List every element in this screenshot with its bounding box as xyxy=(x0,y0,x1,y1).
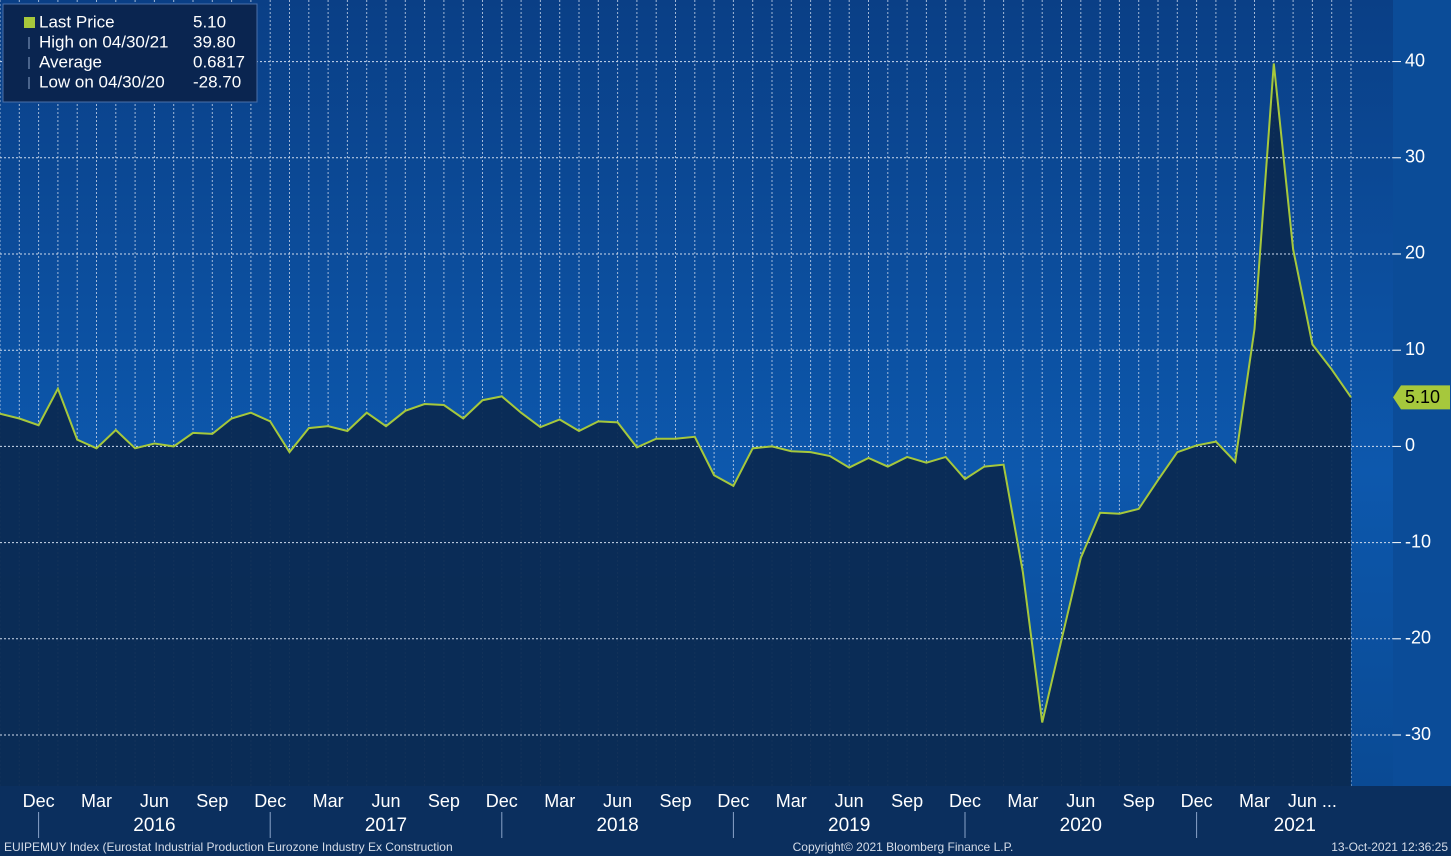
y-tick-label: 40 xyxy=(1405,50,1425,70)
x-tick-label: Sep xyxy=(196,791,228,811)
x-tick-label: Jun xyxy=(140,791,169,811)
x-tick-label: Jun xyxy=(1066,791,1095,811)
x-tick-label: Jun xyxy=(603,791,632,811)
y-tick-label: 10 xyxy=(1405,339,1425,359)
footer-left: EUIPEMUY Index (Eurostat Industrial Prod… xyxy=(4,840,453,854)
legend-name: Last Price xyxy=(39,12,115,31)
legend-name: High on 04/30/21 xyxy=(39,32,169,51)
x-tick-label: Dec xyxy=(23,791,55,811)
x-tick-label: Sep xyxy=(428,791,460,811)
legend-value: 39.80 xyxy=(193,32,236,51)
year-label: 2020 xyxy=(1060,815,1102,836)
x-tick-label: Mar xyxy=(1007,791,1038,811)
x-tick-label: Mar xyxy=(1239,791,1270,811)
y-tick-label: 20 xyxy=(1405,243,1425,263)
last-value-label: 5.10 xyxy=(1405,387,1440,407)
x-tick-label: Mar xyxy=(544,791,575,811)
x-tick-label: Jun ... xyxy=(1288,791,1337,811)
x-tick-label: Jun xyxy=(371,791,400,811)
x-tick-label: Dec xyxy=(717,791,749,811)
x-tick-label: Sep xyxy=(891,791,923,811)
footer-right: 13-Oct-2021 12:36:25 xyxy=(1331,840,1448,854)
x-tick-label: Dec xyxy=(1181,791,1213,811)
y-tick-label: 30 xyxy=(1405,147,1425,167)
year-label: 2017 xyxy=(365,815,407,836)
year-label: 2016 xyxy=(133,815,175,836)
legend-swatch xyxy=(24,17,35,28)
x-tick-label: Mar xyxy=(313,791,344,811)
x-tick-label: Dec xyxy=(486,791,518,811)
line xyxy=(0,63,1352,723)
year-label: 2019 xyxy=(828,815,870,836)
legend-value: 5.10 xyxy=(193,12,226,31)
legend-value: 0.6817 xyxy=(193,52,245,71)
legend-value: -28.70 xyxy=(193,72,241,91)
x-tick-label: Sep xyxy=(659,791,691,811)
legend-name: Average xyxy=(39,52,102,71)
area-fill xyxy=(0,63,1351,786)
y-tick-label: -20 xyxy=(1405,628,1431,648)
x-tick-label: Mar xyxy=(776,791,807,811)
year-label: 2018 xyxy=(596,815,638,836)
x-tick-label: Dec xyxy=(949,791,981,811)
x-tick-label: Sep xyxy=(1123,791,1155,811)
x-tick-label: Jun xyxy=(835,791,864,811)
legend-box xyxy=(2,3,258,103)
x-tick-label: Mar xyxy=(81,791,112,811)
legend: Last Price 5.10 High on 04/30/21 39.80 Avera… xyxy=(2,3,258,103)
x-tick-label: Dec xyxy=(254,791,286,811)
footer-center: Copyright© 2021 Bloomberg Finance L.P. xyxy=(793,840,1014,854)
y-tick-label: 0 xyxy=(1405,435,1415,455)
y-tick-label: -10 xyxy=(1405,531,1431,551)
y-tick-label: -30 xyxy=(1405,724,1431,744)
last-value-tag xyxy=(1393,385,1450,410)
year-label: 2021 xyxy=(1274,815,1316,836)
legend-name: Low on 04/30/20 xyxy=(39,72,165,91)
